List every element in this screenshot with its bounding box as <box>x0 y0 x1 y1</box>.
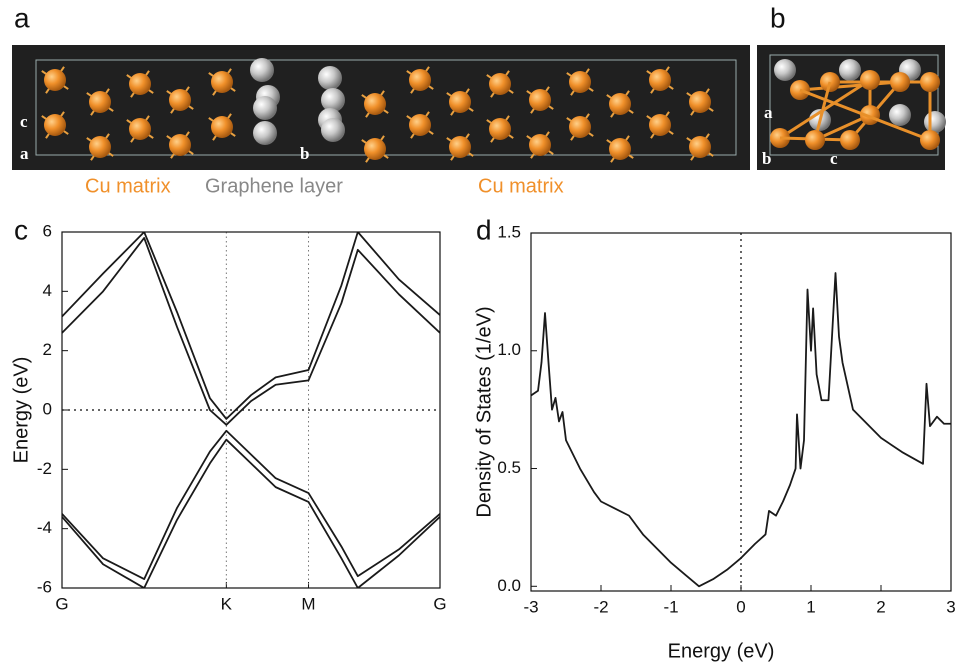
c-atom <box>924 111 946 133</box>
plot-frame <box>530 232 952 592</box>
series-line <box>62 438 440 588</box>
y-tick-label: 2 <box>43 340 52 359</box>
cu-atom <box>409 69 431 91</box>
series-line <box>62 237 440 426</box>
caption: Cu matrix <box>85 175 171 197</box>
bond <box>799 88 931 142</box>
caption: Cu matrix <box>478 175 564 197</box>
x-tick-label: K <box>221 594 233 613</box>
c-atom <box>253 121 277 145</box>
cu-atom <box>489 73 511 95</box>
cu-atom <box>609 138 631 160</box>
y-tick-label: 1.5 <box>497 222 521 241</box>
cu-atom <box>529 134 551 156</box>
cu-atom <box>364 138 386 160</box>
cu-atom <box>649 114 671 136</box>
cu-atom <box>569 116 591 138</box>
cu-atom <box>840 130 860 150</box>
cu-atom <box>689 91 711 113</box>
c-atom <box>321 118 345 142</box>
x-axis-label: Energy (eV) <box>668 640 775 662</box>
panel-label: b <box>770 2 786 33</box>
y-axis-label: Energy (eV) <box>10 357 32 464</box>
axis-label: b <box>762 149 771 168</box>
cu-atom <box>89 91 111 113</box>
cu-atom <box>805 130 825 150</box>
cu-atom <box>44 69 66 91</box>
c-atom <box>321 88 345 112</box>
cu-atom <box>920 130 940 150</box>
x-tick-label: G <box>55 594 68 613</box>
panel-label: c <box>14 214 28 245</box>
c-atom <box>839 59 861 81</box>
cu-atom <box>860 70 880 90</box>
cu-atom <box>169 134 191 156</box>
x-tick-label: 1 <box>806 597 815 616</box>
cu-atom <box>609 93 631 115</box>
series-line <box>62 429 440 580</box>
axis-label: a <box>764 103 773 122</box>
unit-cell <box>35 59 737 156</box>
series-line <box>531 272 951 588</box>
cu-atom <box>449 91 471 113</box>
y-tick-label: 6 <box>43 221 52 240</box>
x-tick-label: M <box>301 594 315 613</box>
bond <box>779 78 871 140</box>
caption: Graphene layer <box>205 175 343 197</box>
cu-atom <box>489 118 511 140</box>
cu-atom <box>211 71 233 93</box>
panel-label: d <box>476 214 492 245</box>
c-atom <box>889 104 911 126</box>
cu-atom <box>129 73 151 95</box>
y-axis-label: Density of States (1/eV) <box>473 306 495 517</box>
y-tick-label: -2 <box>37 459 52 478</box>
y-tick-label: 0 <box>43 399 52 418</box>
unit-cell <box>769 54 939 156</box>
cu-atom <box>529 89 551 111</box>
plot-frame <box>61 231 441 589</box>
cu-atom <box>920 72 940 92</box>
axis-label: c <box>830 149 838 168</box>
cu-atom <box>211 116 233 138</box>
axis-label: c <box>20 112 28 131</box>
cu-atom <box>689 136 711 158</box>
cu-atom <box>890 72 910 92</box>
x-tick-label: -3 <box>523 597 538 616</box>
c-atom <box>253 96 277 120</box>
x-tick-label: 3 <box>946 597 955 616</box>
cu-atom <box>364 93 386 115</box>
x-tick-label: G <box>433 594 446 613</box>
x-tick-label: -2 <box>593 597 608 616</box>
y-tick-label: 4 <box>43 281 52 300</box>
axis-label: b <box>300 144 309 163</box>
c-atom <box>774 59 796 81</box>
bond <box>814 113 871 142</box>
axis-label: a <box>20 144 29 163</box>
cu-atom <box>409 114 431 136</box>
y-tick-label: -4 <box>37 518 52 537</box>
cu-atom <box>569 71 591 93</box>
y-tick-label: 0.0 <box>497 576 521 595</box>
cu-atom <box>44 114 66 136</box>
cu-atom <box>129 118 151 140</box>
y-tick-label: 0.5 <box>497 458 521 477</box>
panel-label: a <box>14 2 30 33</box>
cu-atom <box>169 89 191 111</box>
x-tick-label: 2 <box>876 597 885 616</box>
atoms <box>41 58 946 163</box>
cu-atom <box>649 69 671 91</box>
cu-atom <box>449 136 471 158</box>
c-atom <box>318 66 342 90</box>
cu-atom <box>89 136 111 158</box>
y-tick-label: -6 <box>37 577 52 596</box>
y-tick-label: 1.0 <box>497 340 521 359</box>
x-tick-label: 0 <box>736 597 745 616</box>
c-atom <box>250 58 274 82</box>
series-line <box>62 232 440 420</box>
x-tick-label: -1 <box>663 597 678 616</box>
